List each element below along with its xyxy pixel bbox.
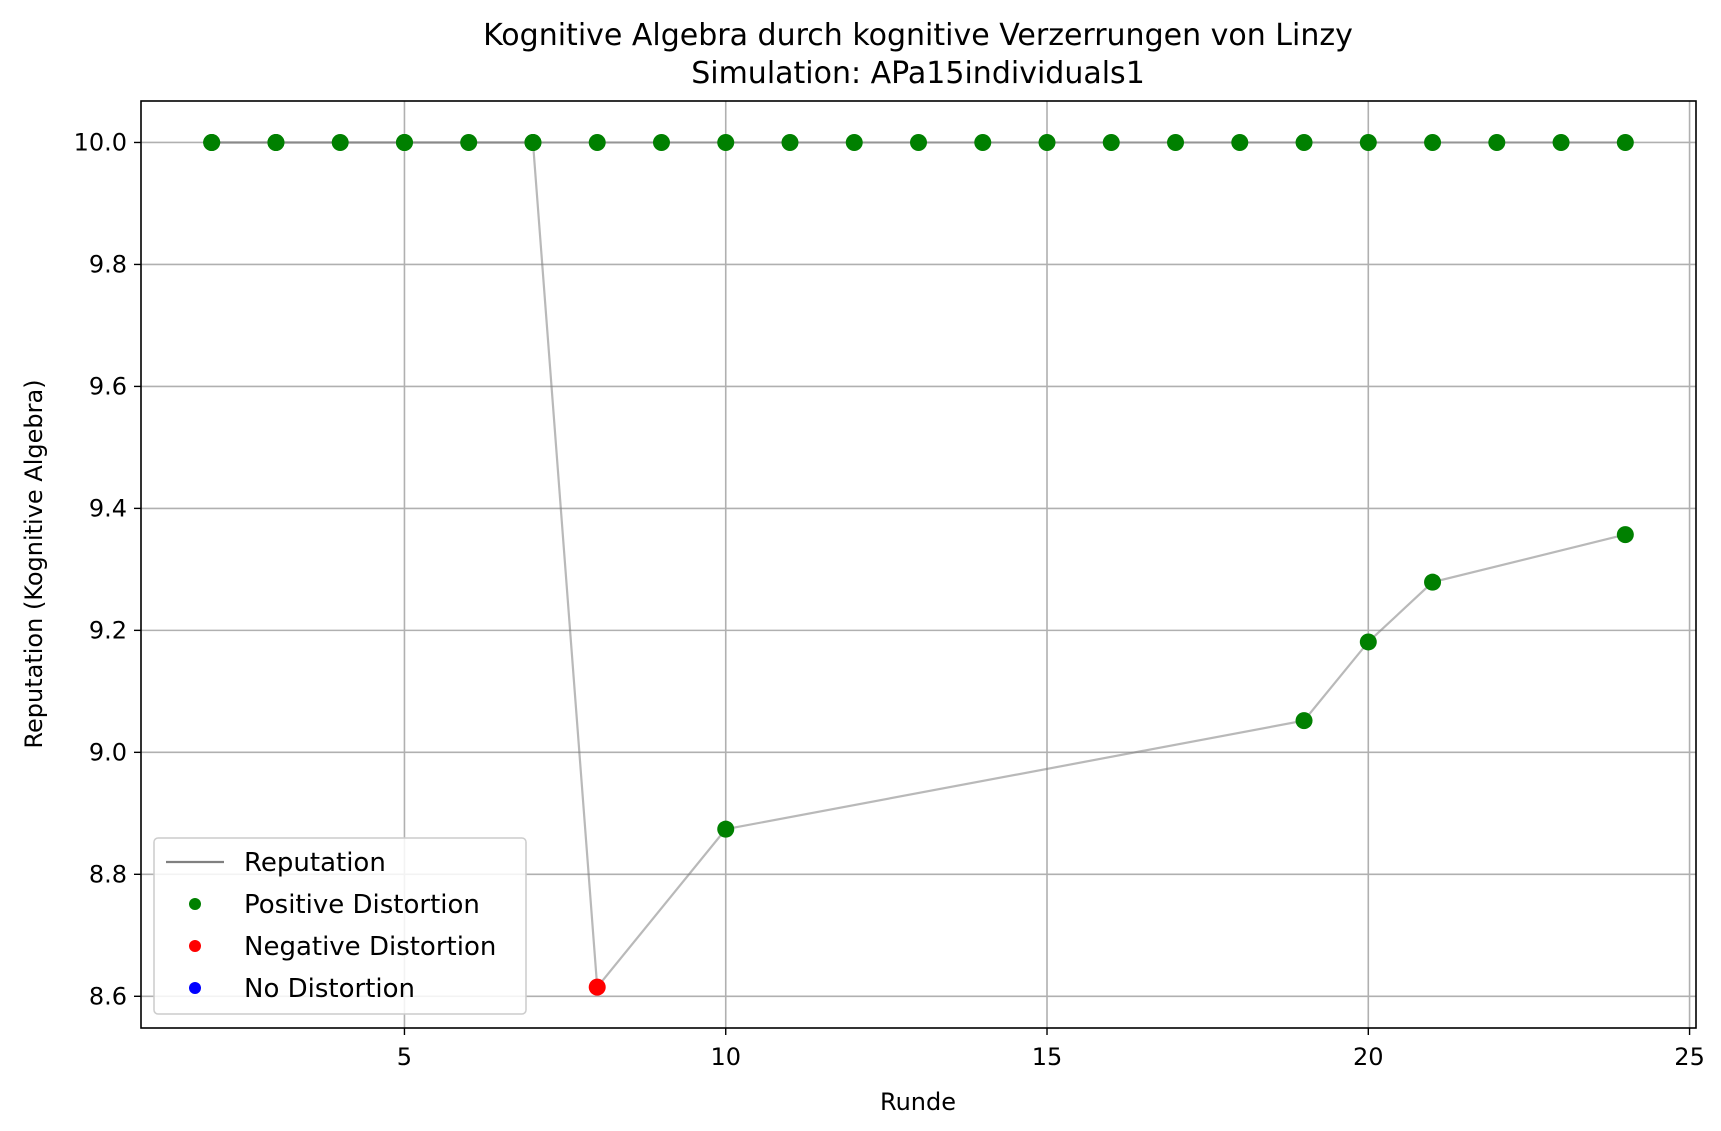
- legend-label: Reputation: [244, 848, 386, 878]
- data-point-positive: [331, 133, 349, 151]
- x-tick-label: 15: [1032, 1043, 1063, 1071]
- data-point-positive: [1038, 133, 1056, 151]
- data-point-positive: [1359, 133, 1377, 151]
- x-tick-label: 20: [1353, 1043, 1384, 1071]
- data-point-positive: [1295, 712, 1313, 730]
- data-point-positive: [1424, 133, 1442, 151]
- chart-subtitle: Simulation: APa15individuals1: [691, 56, 1145, 91]
- x-axis-ticks: 5 10 15 20 25: [397, 1028, 1705, 1071]
- data-point-positive: [395, 133, 413, 151]
- data-points: [203, 133, 1634, 996]
- y-axis-ticks: 8.6 8.8 9.0 9.2 9.4 9.6 9.8 10.0: [74, 128, 141, 1010]
- legend-box: [153, 837, 527, 1015]
- data-point-positive: [717, 820, 735, 838]
- data-point-positive: [524, 133, 542, 151]
- data-point-positive: [1102, 133, 1120, 151]
- x-tick-label: 10: [710, 1043, 741, 1071]
- data-point-positive: [1616, 526, 1634, 544]
- data-point-positive: [460, 133, 478, 151]
- y-tick-label: 9.2: [89, 616, 127, 644]
- data-point-positive: [267, 133, 285, 151]
- y-tick-label: 8.6: [89, 982, 127, 1010]
- y-tick-label: 8.8: [89, 860, 127, 888]
- data-point-positive: [1488, 133, 1506, 151]
- data-point-positive: [1359, 633, 1377, 651]
- data-point-positive: [717, 133, 735, 151]
- data-point-positive: [781, 133, 799, 151]
- x-tick-label: 25: [1674, 1043, 1705, 1071]
- y-tick-label: 9.8: [89, 250, 127, 278]
- data-point-positive: [1616, 133, 1634, 151]
- legend-marker-swatch: [189, 982, 201, 994]
- data-point-positive: [1167, 133, 1185, 151]
- chart-title: Kognitive Algebra durch kognitive Verzer…: [483, 18, 1353, 53]
- data-point-positive: [652, 133, 670, 151]
- data-point-positive: [1552, 133, 1570, 151]
- legend-label: Positive Distortion: [244, 890, 480, 920]
- legend-marker-swatch: [189, 898, 201, 910]
- data-point-positive: [1295, 133, 1313, 151]
- x-axis-label: Runde: [880, 1088, 956, 1116]
- y-tick-label: 9.6: [89, 372, 127, 400]
- y-tick-label: 9.0: [89, 738, 127, 766]
- data-point-positive: [974, 133, 992, 151]
- y-tick-label: 9.4: [89, 494, 127, 522]
- data-point-positive: [910, 133, 927, 151]
- plot-frame: [140, 100, 1697, 1029]
- data-point-positive: [845, 133, 863, 151]
- data-point-positive: [1231, 133, 1249, 151]
- legend-label: No Distortion: [244, 974, 415, 1004]
- data-point-positive: [203, 133, 221, 151]
- data-point-positive: [588, 133, 606, 151]
- x-tick-label: 5: [397, 1043, 412, 1071]
- y-tick-label: 10.0: [74, 128, 127, 156]
- legend: Reputation Positive Distortion Negative Di…: [153, 837, 527, 1015]
- data-point-negative: [588, 978, 606, 996]
- legend-marker-swatch: [189, 940, 201, 952]
- y-axis-label: Reputation (Kognitive Algebra): [20, 379, 48, 748]
- legend-label: Negative Distortion: [244, 932, 496, 962]
- data-point-positive: [1424, 573, 1442, 591]
